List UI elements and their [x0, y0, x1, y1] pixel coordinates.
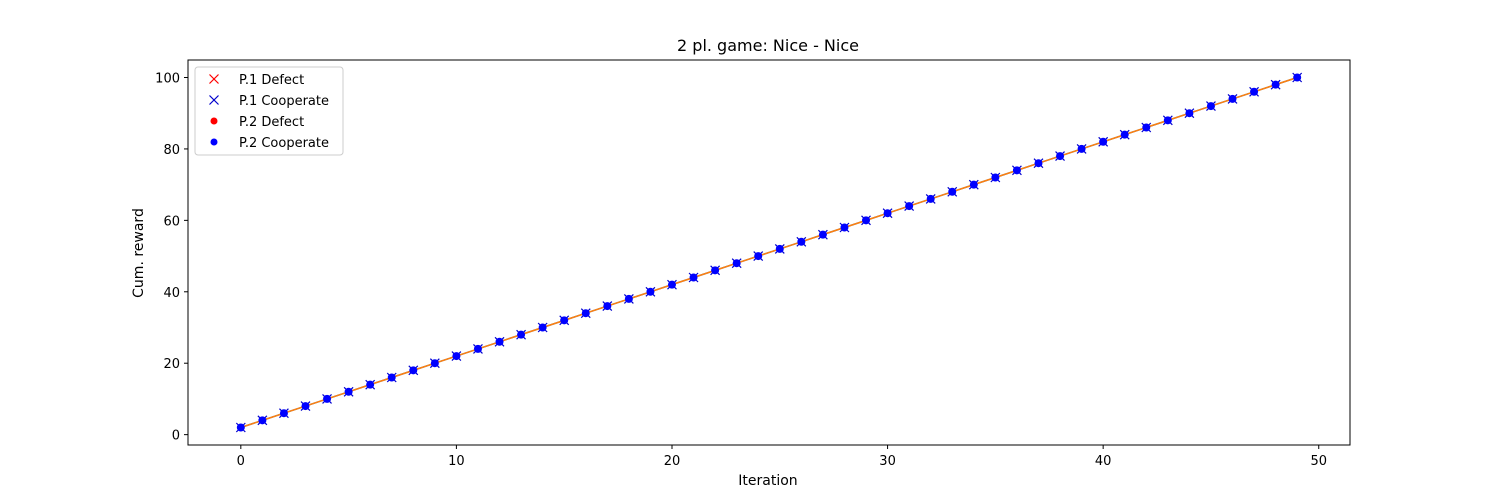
point-p-2-cooperate	[667, 280, 676, 289]
x-marker-stroke	[209, 74, 219, 84]
x-tick-label: 50	[1310, 454, 1327, 469]
point-p-2-cooperate	[430, 359, 439, 368]
point-p-2-cooperate	[1099, 137, 1108, 146]
point-p-2-cooperate	[301, 402, 310, 411]
point-p-2-cooperate	[646, 287, 655, 296]
point-p-2-cooperate	[1120, 130, 1129, 139]
y-tick-label: 20	[163, 357, 180, 372]
point-p-2-cooperate	[409, 366, 418, 375]
x-tick-label: 0	[237, 454, 245, 469]
point-p-2-cooperate	[603, 302, 612, 311]
axes: 0 10 20 30 40 50 0 20 40 60 80 100	[155, 72, 1327, 470]
legend-label: P.2 Defect	[239, 115, 304, 130]
point-p-2-cooperate	[1185, 109, 1194, 118]
legend-box	[194, 66, 344, 156]
series-line-2	[240, 76, 1298, 429]
legend-entry: P.1 Defect	[209, 73, 304, 88]
point-p-2-cooperate	[862, 216, 871, 225]
point-p-2-cooperate	[797, 237, 806, 246]
point-p-2-cooperate	[905, 202, 914, 211]
point-p-2-cooperate	[279, 409, 288, 418]
point-p-2-cooperate	[1206, 102, 1215, 111]
x-marker-stroke	[209, 95, 219, 105]
legend-dot-marker-icon	[210, 117, 218, 125]
axes-frame	[187, 59, 1351, 446]
point-p-2-cooperate	[323, 394, 332, 403]
point-p-2-cooperate	[624, 294, 633, 303]
point-p-2-cooperate	[1077, 144, 1086, 153]
point-p-2-cooperate	[1163, 116, 1172, 125]
point-p-2-cooperate	[1012, 166, 1021, 175]
point-p-2-cooperate	[1034, 159, 1043, 168]
point-p-2-cooperate	[1293, 73, 1302, 82]
point-p-2-cooperate	[711, 266, 720, 275]
point-p-2-cooperate	[581, 309, 590, 318]
y-tick-label: 0	[172, 429, 180, 444]
point-p-2-cooperate	[883, 209, 892, 218]
legend-label: P.1 Defect	[239, 73, 304, 88]
legend-x-marker-icon	[209, 95, 219, 105]
y-tick-label: 100	[155, 72, 180, 87]
chart-title: 2 pl. game: Nice - Nice	[677, 36, 859, 55]
point-p-2-cooperate	[1228, 94, 1237, 103]
point-p-2-cooperate	[1142, 123, 1151, 132]
point-p-2-cooperate	[840, 223, 849, 232]
x-tick-label: 20	[664, 454, 681, 469]
legend-x-marker-icon	[209, 74, 219, 84]
legend-dot-marker-icon	[210, 138, 218, 146]
point-p-2-cooperate	[732, 259, 741, 268]
legend[interactable]: P.1 Defect P.1 Cooperate P.2 Defect P.2 Coo…	[194, 66, 344, 156]
point-p-2-cooperate	[969, 180, 978, 189]
point-p-2-cooperate	[452, 352, 461, 361]
point-p-2-cooperate	[258, 416, 267, 425]
point-p-2-cooperate	[948, 187, 957, 196]
y-axis-label: Cum. reward	[131, 208, 147, 298]
point-p-2-cooperate	[236, 423, 245, 432]
point-p-2-cooperate	[538, 323, 547, 332]
point-p-2-cooperate	[926, 194, 935, 203]
point-p-2-cooperate	[1056, 152, 1065, 161]
point-p-2-cooperate	[517, 330, 526, 339]
point-p-2-cooperate	[495, 337, 504, 346]
y-tick-label: 40	[163, 286, 180, 301]
legend-label: P.1 Cooperate	[239, 94, 329, 109]
point-p-2-cooperate	[818, 230, 827, 239]
point-p-2-cooperate	[689, 273, 698, 282]
point-p-2-cooperate	[1271, 80, 1280, 89]
point-p-2-cooperate	[344, 387, 353, 396]
plot-area	[235, 72, 1303, 433]
legend-entry: P.2 Cooperate	[210, 136, 329, 151]
x-tick-label: 10	[448, 454, 465, 469]
x-tick-label: 40	[1095, 454, 1112, 469]
point-p-2-cooperate	[754, 252, 763, 261]
point-p-2-cooperate	[473, 344, 482, 353]
x-axis-label: Iteration	[738, 473, 797, 489]
point-p-2-cooperate	[1250, 87, 1259, 96]
y-tick-label: 80	[163, 143, 180, 158]
x-tick-label: 30	[879, 454, 896, 469]
legend-label: P.2 Cooperate	[239, 136, 329, 151]
legend-entry: P.2 Defect	[210, 115, 304, 130]
legend-entry: P.1 Cooperate	[209, 94, 329, 109]
point-p-2-cooperate	[366, 380, 375, 389]
point-p-2-cooperate	[560, 316, 569, 325]
point-p-2-cooperate	[991, 173, 1000, 182]
y-tick-label: 60	[163, 214, 180, 229]
point-p-2-cooperate	[775, 244, 784, 253]
point-p-2-cooperate	[387, 373, 396, 382]
